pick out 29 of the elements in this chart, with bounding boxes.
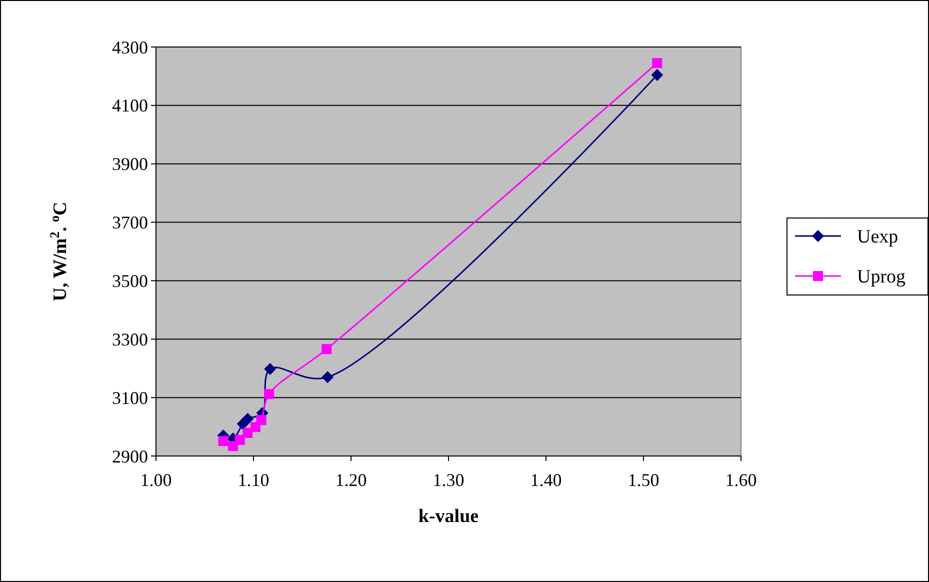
point [242,412,254,425]
y-tick-label: 4100 [112,96,148,116]
x-tick-label: 1.00 [140,470,172,490]
point [218,436,228,446]
x-tick-label: 1.30 [432,470,464,490]
point [264,362,276,375]
x-axis-title: k-value [418,506,479,527]
point [652,58,662,68]
point [264,389,274,400]
point [322,371,334,384]
point [322,344,332,354]
y-tick-label: 3900 [112,154,148,174]
y-tick-label: 3300 [112,329,148,350]
point [234,434,245,445]
x-tick-label: 1.40 [530,470,562,490]
y-tick-label: 3500 [112,271,148,292]
point [256,415,266,426]
y-tick-label: 4300 [112,37,148,58]
x-tick-label: 1.50 [628,470,660,490]
point [651,69,664,82]
x-tick-label: 1.10 [238,470,270,490]
y-tick-label: 3100 [112,388,148,408]
y-tick-label: 2900 [112,446,148,466]
point [242,428,253,438]
legend-label: Uexp [857,226,898,248]
legend-label: Uprog [857,266,906,288]
x-tick-label: 1.60 [725,470,757,490]
x-tick-label: 1.20 [335,470,367,490]
y-tick-label: 3700 [112,212,148,233]
